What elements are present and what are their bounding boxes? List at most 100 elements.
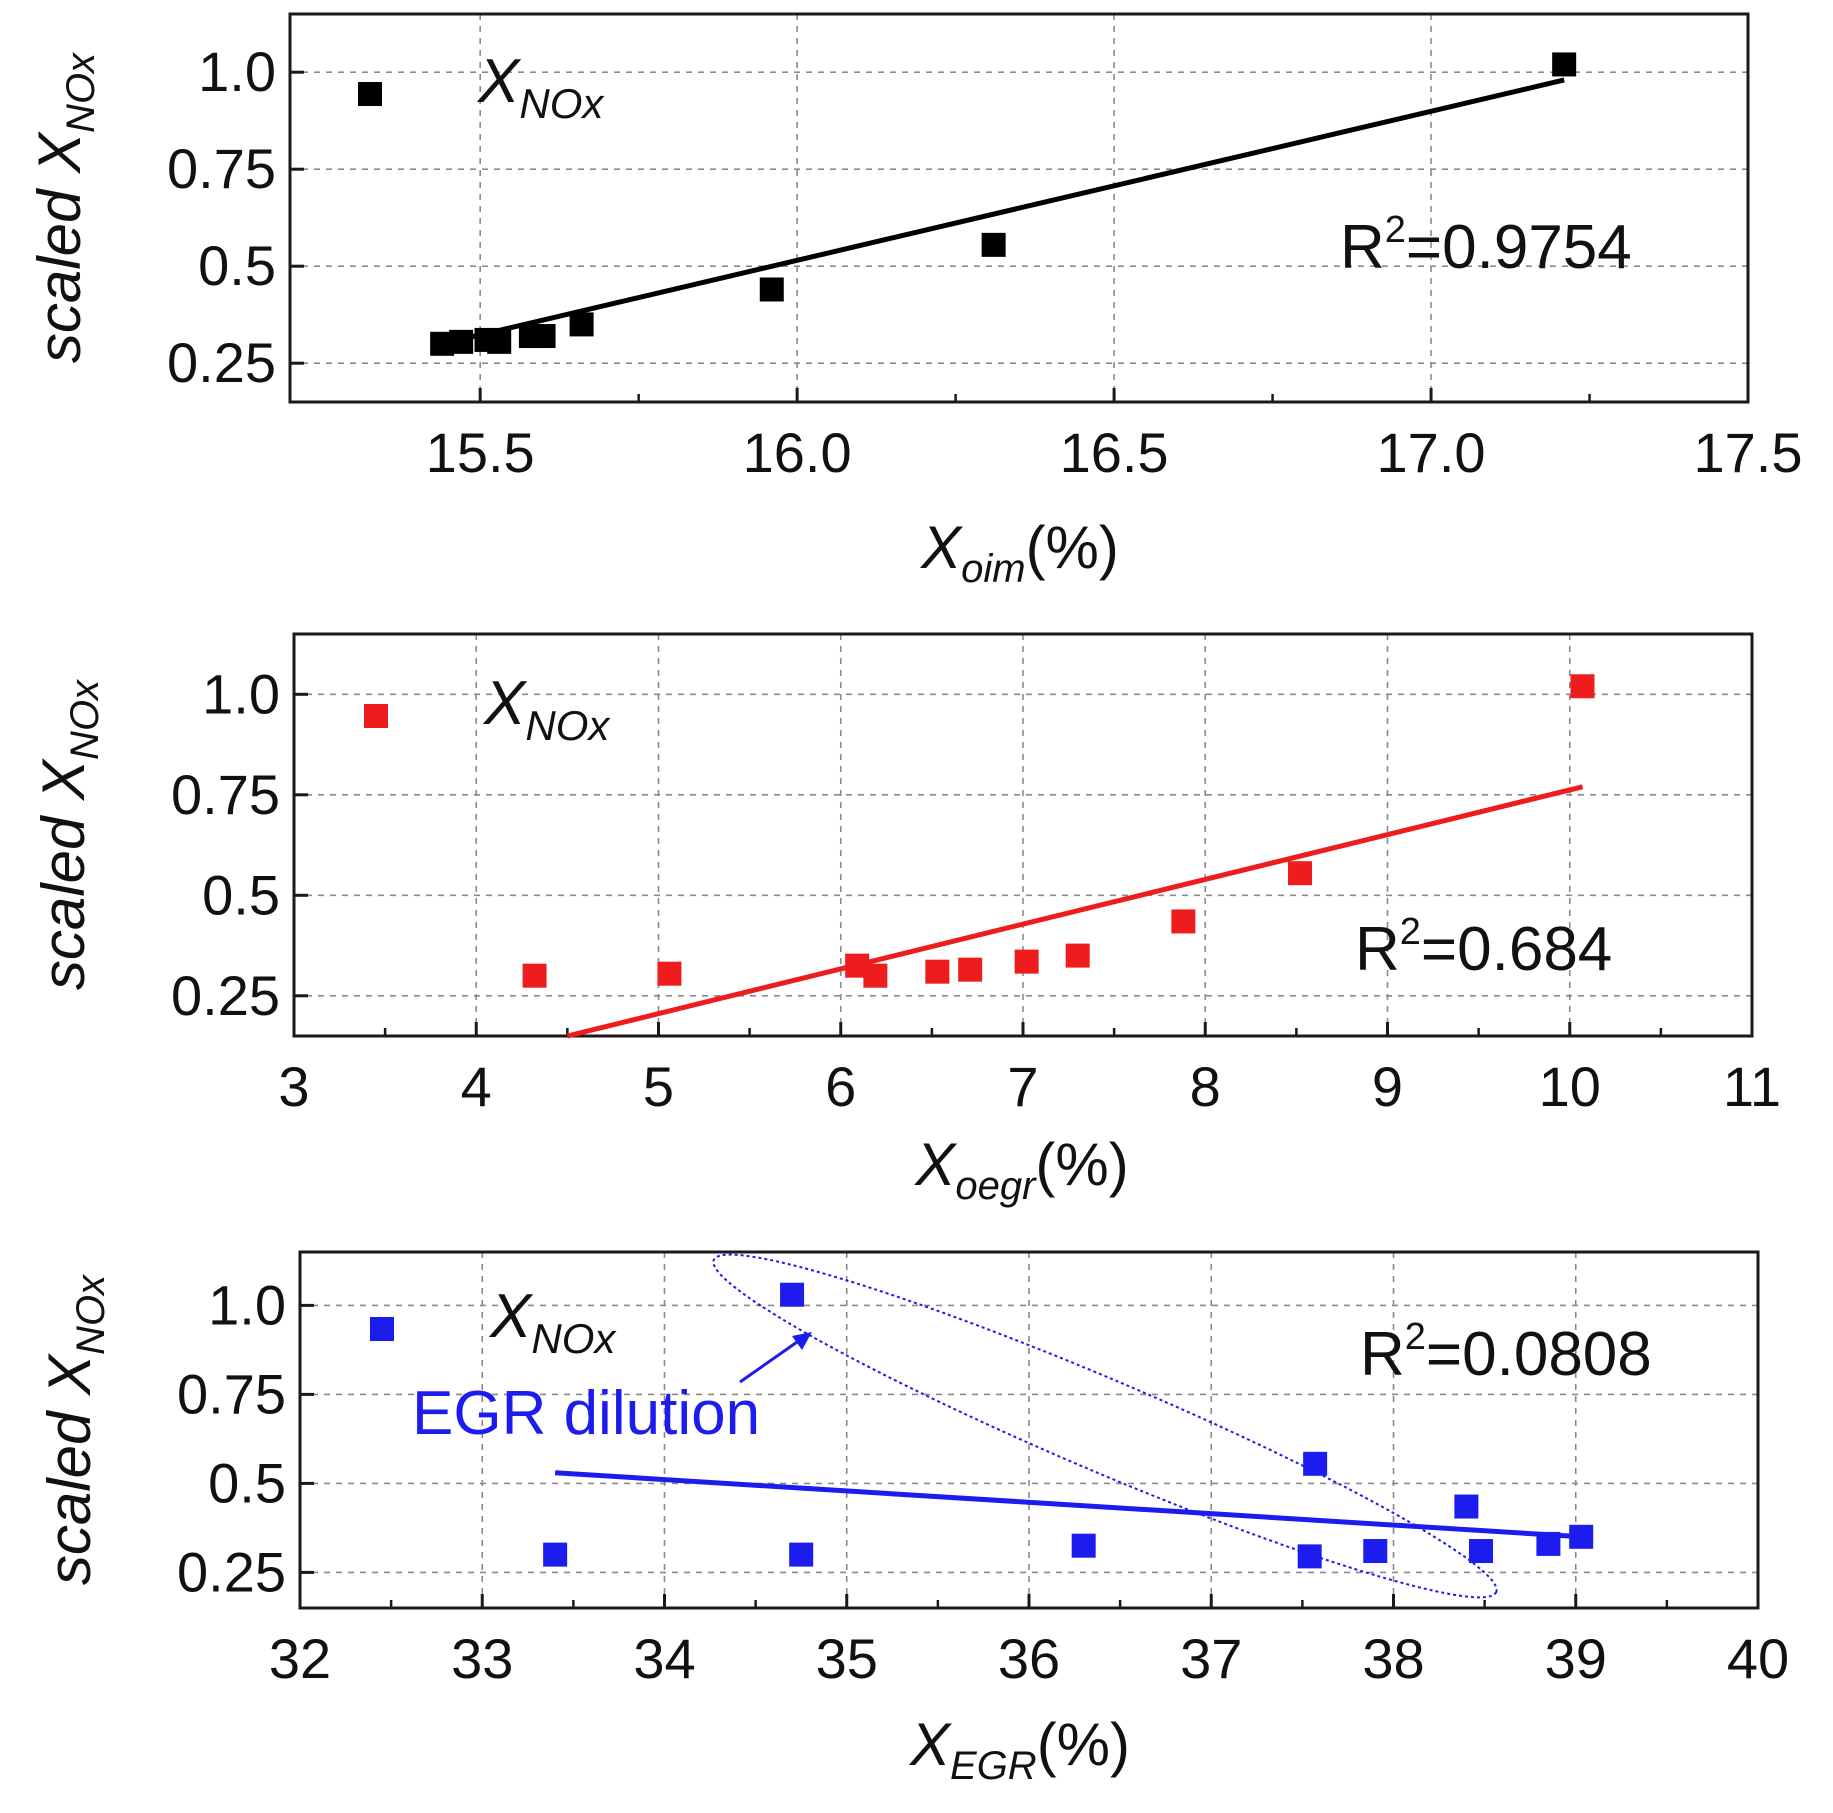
chart-panel-1: 15.5 16.0 16.5 17.0 17.5 0.25 0.5 0.75 1.0 scaled… [26,12,1803,591]
y-axis-label: scaled XNOx [30,678,107,990]
data-point [1065,943,1090,968]
x-tick-label: 7 [1007,1055,1038,1118]
data-point [522,963,547,988]
data-point [1454,1494,1479,1519]
y-tick-label: 0.75 [171,763,280,826]
egr-dilution-label: EGR dilution [412,1379,760,1448]
x-tick-label: 34 [633,1627,695,1690]
x-tick-label: 39 [1545,1627,1607,1690]
y-tick-label: 0.5 [208,1451,286,1514]
x-axis-label: XEGR(%) [908,1711,1130,1788]
chart-panel-3: 32 33 34 35 36 37 38 39 40 0.25 0.5 0.75 1.0 scaled X… [36,1250,1789,1788]
legend-marker [364,704,388,728]
x-tick-label: 36 [998,1627,1060,1690]
fit-line [554,1470,1582,1540]
y-tick-label: 0.75 [167,137,276,200]
x-tick-label: 9 [1372,1055,1403,1118]
data-point [958,957,983,982]
y-axis-label: scaled XNOx [36,1273,113,1585]
y-tick-label: 0.25 [171,964,280,1027]
plot-frame [288,12,1750,404]
egr-dilution-ellipse [712,1253,1498,1599]
legend: XNOx [370,1282,617,1362]
r-squared-annotation: R2=0.0808 [1360,1316,1652,1389]
data-point [789,1542,814,1567]
legend: XNOx [364,669,611,749]
data-point [759,277,784,302]
data-points [543,1282,1594,1569]
data-point [1288,861,1313,886]
x-tick-label: 38 [1362,1627,1424,1690]
x-tick-label: 3 [278,1055,309,1118]
x-tick-label: 10 [1539,1055,1601,1118]
data-point [1552,52,1577,77]
x-axis-label: Xoegr(%) [913,1131,1128,1208]
legend-label: XNOx [488,1282,617,1362]
y-tick-label: 1.0 [202,662,280,725]
data-point [449,329,474,354]
axis-ticks: 32 33 34 35 36 37 38 39 40 0.25 0.5 0.75 1.0 [177,1273,1789,1690]
legend-label: XNOx [476,47,605,127]
x-tick-label: 16.5 [1060,421,1169,484]
x-tick-label: 40 [1727,1627,1789,1690]
data-point [1297,1544,1322,1569]
r-squared-annotation: R2=0.684 [1355,911,1612,984]
x-tick-label: 37 [1180,1627,1242,1690]
x-tick-label: 17.5 [1694,421,1803,484]
r-squared-annotation: R2=0.9754 [1340,209,1632,282]
y-tick-label: 0.5 [198,234,276,297]
data-points [522,674,1595,988]
data-point [1536,1531,1561,1556]
data-point [925,959,950,984]
y-tick-label: 0.25 [177,1540,286,1603]
x-tick-label: 5 [643,1055,674,1118]
y-tick-label: 0.5 [202,863,280,926]
data-point [487,329,512,354]
x-tick-label: 33 [451,1627,513,1690]
data-point [981,232,1006,257]
x-tick-label: 6 [825,1055,856,1118]
grid-lines [294,634,1752,1036]
data-point [657,961,682,986]
x-tick-label: 17.0 [1377,421,1486,484]
data-point [863,963,888,988]
fit-line [441,77,1565,347]
y-tick-label: 1.0 [208,1273,286,1336]
legend-label: XNOx [482,669,611,749]
grid-lines [290,14,1748,402]
data-points [430,52,1577,356]
x-tick-label: 16.0 [743,421,852,484]
x-tick-label: 15.5 [426,421,535,484]
data-point [1570,674,1595,699]
y-tick-label: 1.0 [198,40,276,103]
data-point [1468,1539,1493,1564]
data-point [1303,1451,1328,1476]
x-axis-label: Xoim(%) [919,514,1119,591]
data-point [543,1542,568,1567]
data-point [780,1282,805,1307]
legend-marker [370,1317,394,1341]
chart-panel-2: 3 4 5 6 7 8 9 10 11 0.25 0.5 0.75 1.0 scaled XNOx Xoeg… [30,632,1781,1208]
data-point [569,312,594,337]
egr-dilution-arrowhead [792,1332,812,1350]
axis-ticks: 15.5 16.0 16.5 17.0 17.5 0.25 0.5 0.75 1.0 [167,40,1803,484]
data-point [1569,1524,1594,1549]
data-point [1171,909,1196,934]
grid-lines [300,1252,1758,1608]
x-tick-label: 32 [269,1627,331,1690]
y-tick-label: 0.25 [167,331,276,394]
data-point [531,324,556,349]
x-tick-label: 11 [1723,1055,1781,1118]
egr-dilution-arrow [739,1338,801,1384]
y-tick-label: 0.75 [177,1362,286,1425]
data-point [1071,1533,1096,1558]
x-tick-label: 8 [1190,1055,1221,1118]
y-axis-label: scaled XNOx [26,51,103,363]
data-point [1014,949,1039,974]
egr-dilution-annotation: EGR dilution [412,1253,1498,1599]
x-tick-label: 4 [461,1055,492,1118]
legend: XNOx [358,47,605,127]
data-point [1363,1539,1388,1564]
axis-ticks: 3 4 5 6 7 8 9 10 11 0.25 0.5 0.75 1.0 [171,662,1781,1118]
